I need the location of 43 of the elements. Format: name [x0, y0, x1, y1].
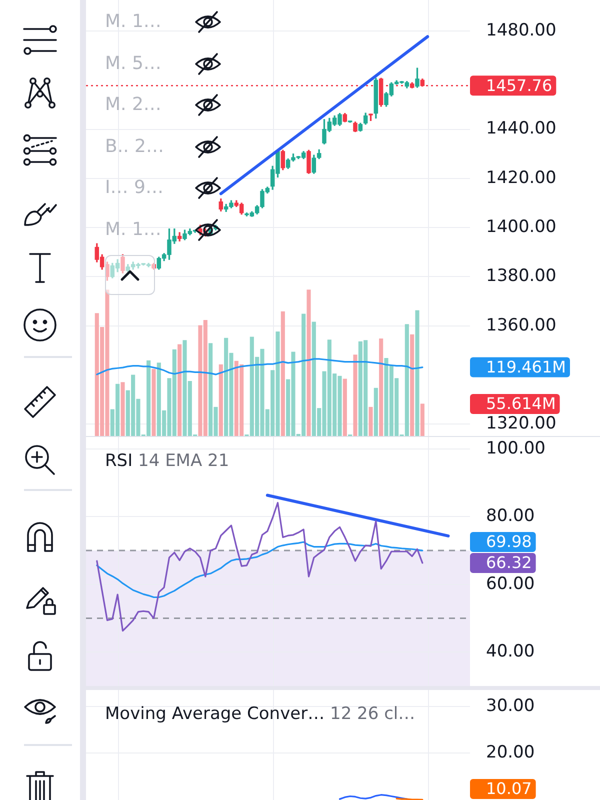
annotation: M. 1… — [105, 219, 162, 241]
annotation: I… 9… — [105, 177, 164, 200]
y-tick-label: 60.00 — [486, 574, 535, 594]
bar — [368, 406, 373, 436]
bar — [280, 311, 285, 436]
text: RSI — [105, 451, 133, 471]
bar — [420, 404, 424, 436]
y-tick-label: 1400.00 — [486, 217, 556, 238]
bar — [353, 354, 358, 436]
bar — [342, 378, 347, 436]
y-tick-label: 40.00 — [486, 642, 535, 662]
y2-tick-label: 55.614M — [486, 394, 556, 414]
text: 69.98 — [486, 532, 532, 552]
bar — [120, 382, 125, 436]
bar — [178, 344, 182, 436]
bar — [374, 388, 378, 436]
y-tick-label: 100.00 — [486, 438, 546, 458]
text: 66.32 — [486, 553, 532, 572]
text: Moving Average Conver… — [105, 704, 325, 724]
annotation: B.. 2… — [105, 136, 164, 158]
text: 12 26 cl… — [330, 704, 416, 724]
bar — [306, 290, 311, 436]
y-tick-label: 1360.00 — [486, 315, 556, 336]
y-tick-label: 1420.00 — [486, 168, 556, 188]
y-tick-label: 1380.00 — [486, 266, 556, 286]
bar — [218, 364, 223, 436]
y2-tick-label: 119.461M — [486, 357, 566, 376]
text: 10.07 — [486, 779, 532, 798]
y-tick-label: 20.00 — [486, 742, 535, 763]
bar — [415, 310, 420, 436]
annotation: M. 5… — [105, 52, 162, 75]
text: 14 EMA 21 — [138, 451, 230, 471]
annotation: M. 2… — [105, 94, 162, 116]
y-tick-label: 1480.00 — [486, 20, 556, 40]
y-tick-label: 80.00 — [486, 506, 535, 526]
bar — [410, 334, 414, 436]
y-tick-label: 1320.00 — [486, 414, 556, 434]
y-tick-label: 1440.00 — [486, 118, 556, 139]
bar — [379, 338, 384, 436]
y-tick-label: 30.00 — [486, 696, 535, 716]
bar — [152, 368, 156, 436]
ref-line-label: 1457.76 — [486, 76, 552, 95]
annotation: M. 1… — [105, 11, 162, 33]
